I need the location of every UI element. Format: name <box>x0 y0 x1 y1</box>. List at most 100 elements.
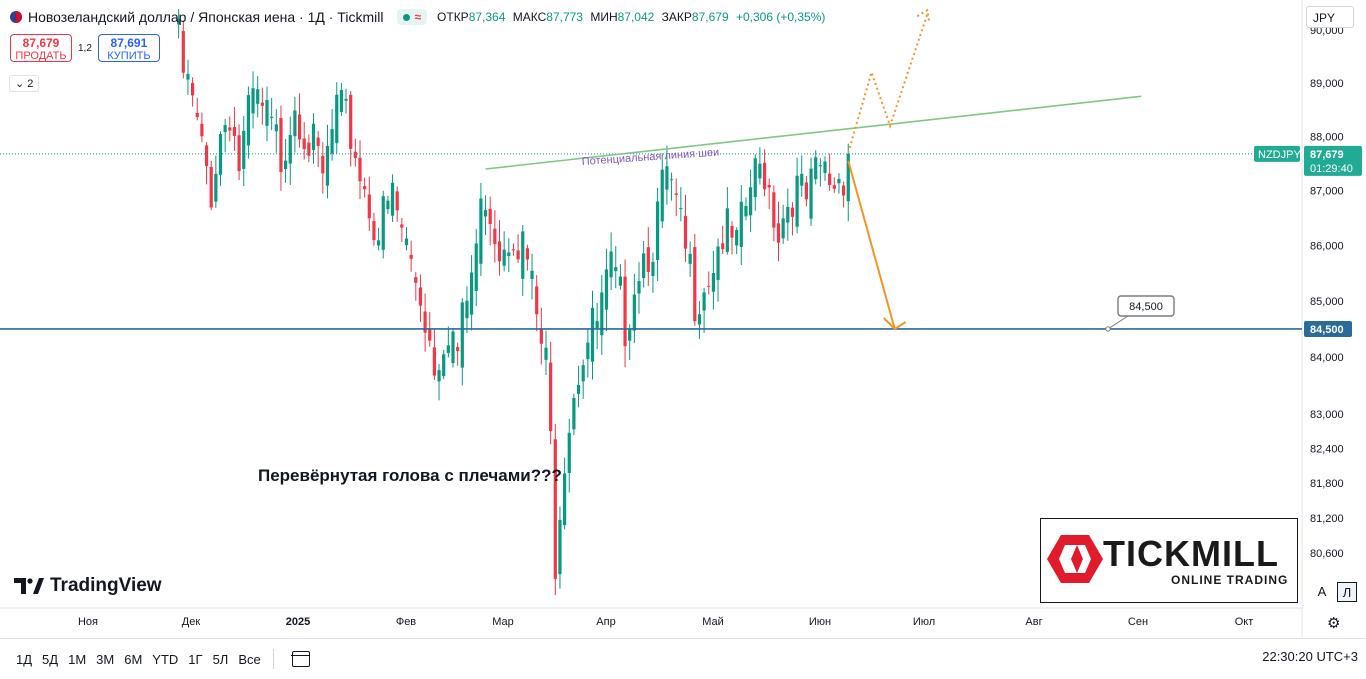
candle-body <box>739 201 743 247</box>
candle-body <box>809 168 813 219</box>
indicators-toggle-button[interactable]: ⌄ 2 <box>9 75 40 92</box>
candle-body <box>335 94 339 144</box>
candle-body <box>832 185 836 189</box>
price-tick-label: 82,400 <box>1310 443 1344 455</box>
candle-body <box>604 269 609 310</box>
candle-body <box>339 89 343 112</box>
symbol-label: NZDJPY <box>1258 149 1301 161</box>
candle-body <box>470 272 474 315</box>
candle-body <box>488 208 492 224</box>
price-tick-label: 85,000 <box>1310 296 1344 308</box>
tickmill-brand-box: TICKMILL ONLINE TRADING <box>1040 518 1298 603</box>
candle-body <box>451 331 455 364</box>
market-status-badge[interactable]: ≈ <box>397 9 428 25</box>
candle-body <box>646 247 650 272</box>
neckline <box>485 95 1142 170</box>
candle-body <box>288 135 292 164</box>
chart-header: Новозеландский доллар / Японская иена · … <box>0 0 829 34</box>
candle-body <box>683 216 688 249</box>
neckline-label: Потенциальная линия шеи <box>581 146 719 168</box>
calendar-icon[interactable] <box>291 651 310 667</box>
candle-body <box>642 253 646 279</box>
candle-body <box>232 127 237 137</box>
candle-body <box>297 114 302 140</box>
buy-button[interactable]: 87,691 КУПИТЬ <box>97 34 160 62</box>
divider <box>272 649 274 669</box>
range-1y-button[interactable]: 1Г <box>188 651 203 667</box>
range-1m-button[interactable]: 1М <box>68 651 87 667</box>
price-change: +0,306 (+0,35%) <box>735 10 826 24</box>
range-3m-button[interactable]: 3М <box>96 651 115 667</box>
pattern-annotation: Перевёрнутая голова с плечами??? <box>258 466 562 485</box>
candle-body <box>516 250 520 260</box>
candle-body <box>400 224 404 228</box>
candle-body <box>493 228 497 245</box>
range-6m-button[interactable]: 6М <box>124 651 143 667</box>
log-scale-button[interactable]: Л <box>1337 582 1357 602</box>
candle-body <box>842 185 846 196</box>
spread-value: 1,2 <box>78 42 92 54</box>
last-price-tag <box>1304 145 1362 176</box>
candle-body <box>711 273 715 292</box>
tradingview-watermark: TradingView <box>14 575 162 597</box>
candle-body <box>707 285 711 287</box>
candle-body <box>409 254 413 259</box>
candle-body <box>256 89 260 104</box>
currency-selector[interactable]: JPY <box>1306 6 1354 28</box>
candle-body <box>497 241 502 262</box>
candle-body <box>800 173 804 186</box>
candle-body <box>614 267 618 272</box>
range-1d-button[interactable]: 1Д <box>16 651 33 667</box>
last-price-label: 87,679 <box>1310 149 1344 161</box>
auto-scale-button[interactable]: A <box>1312 582 1332 602</box>
trade-panel: 87,679 ПРОДАТЬ 1,2 87,691 КУПИТЬ <box>10 34 160 62</box>
candle-body <box>442 354 446 377</box>
time-tick-label: Окт <box>1235 616 1254 628</box>
candle-body <box>358 157 362 182</box>
time-tick-label: Дек <box>182 616 201 628</box>
candle-body <box>204 145 209 167</box>
candle-body <box>795 175 799 227</box>
time-tick-label: Апр <box>596 616 615 628</box>
clock[interactable]: 22:30:20 UTC+3 <box>1262 649 1358 664</box>
tradingview-logo-icon <box>14 578 44 594</box>
range-5y-button[interactable]: 5Л <box>212 651 229 667</box>
candle-body <box>679 208 683 210</box>
time-tick-label: Ноя <box>78 616 98 628</box>
price-tick-label: 81,200 <box>1310 513 1344 525</box>
candle-body <box>260 102 264 106</box>
price-chart[interactable]: 90,000 89,000 88,000 87,000 86,000 85,000 84,0… <box>0 0 1366 637</box>
candle-body <box>553 439 557 579</box>
candle-body <box>284 160 288 170</box>
gear-icon[interactable]: ⚙ <box>1327 615 1341 632</box>
candle-body <box>776 223 781 243</box>
candle-body <box>721 243 725 250</box>
range-ytd-button[interactable]: YTD <box>152 651 179 667</box>
candle-body <box>576 384 581 394</box>
candle-body <box>507 252 511 256</box>
candle-body <box>563 473 567 526</box>
candle-body <box>274 124 278 132</box>
candle-body <box>195 113 199 118</box>
candle-body <box>386 200 390 210</box>
range-5d-button[interactable]: 5Д <box>42 651 59 667</box>
candle-body <box>623 276 627 347</box>
candle-body <box>521 231 525 279</box>
candle-body <box>483 210 488 217</box>
callout-pointer <box>1107 315 1129 330</box>
level-price-tag <box>1304 320 1352 337</box>
candle-body <box>321 155 325 174</box>
symbol-title[interactable]: Новозеландский доллар / Японская иена · … <box>28 9 384 25</box>
time-tick-label: 2025 <box>286 616 310 628</box>
countdown-label: 01:29:40 <box>1310 163 1353 175</box>
candle-body <box>265 100 269 126</box>
candle-body <box>330 129 334 154</box>
candle-body <box>725 208 729 252</box>
price-tick-label: 80,600 <box>1310 548 1344 560</box>
sell-button[interactable]: 87,679 ПРОДАТЬ <box>10 34 72 62</box>
brand-tagline: ONLINE TRADING <box>1171 573 1289 587</box>
range-all-button[interactable]: Все <box>238 651 261 667</box>
time-tick-label: Фев <box>396 616 416 628</box>
candle-body <box>242 130 246 169</box>
time-tick-label: Июн <box>809 616 831 628</box>
